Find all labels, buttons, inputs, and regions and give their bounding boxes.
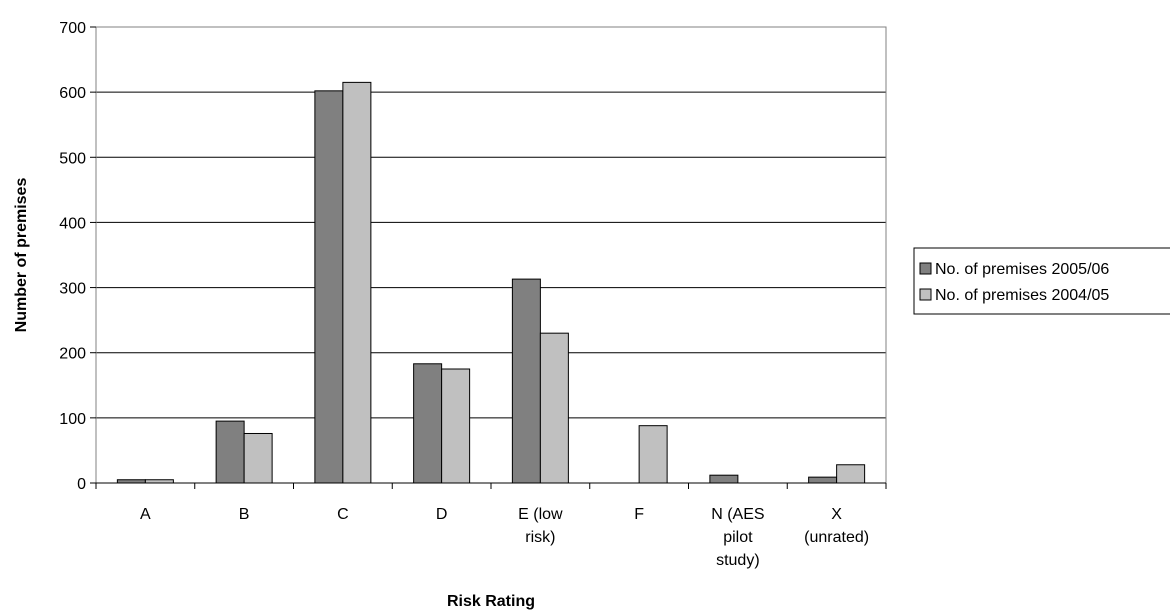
bar-series-1 <box>808 476 838 484</box>
bar-series-2 <box>638 425 668 484</box>
bar-series-2 <box>342 81 372 484</box>
x-axis-title: Risk Rating <box>447 593 535 610</box>
legend-label: No. of premises 2004/05 <box>935 287 1109 304</box>
x-tick-label: study) <box>716 552 760 569</box>
gridlines <box>96 91 886 419</box>
bar-series-2 <box>441 368 471 484</box>
y-tick-label: 400 <box>59 215 86 232</box>
bar-series-2 <box>836 464 866 484</box>
y-tick-label: 700 <box>59 20 86 37</box>
legend-swatch <box>919 288 932 301</box>
x-tick-label: A <box>140 506 151 523</box>
bar-series-2 <box>243 432 273 484</box>
plot-area <box>96 27 886 483</box>
x-tick-label: (unrated) <box>804 529 869 546</box>
y-tick-label: 600 <box>59 85 86 102</box>
y-tick-label: 500 <box>59 150 86 167</box>
y-tick-label: 100 <box>59 411 86 428</box>
x-tick-label: risk) <box>525 529 555 546</box>
x-tick-label: N (AES <box>711 506 764 523</box>
y-axis-title: Number of premises <box>13 178 30 333</box>
bar-series-1 <box>511 278 541 484</box>
legend: No. of premises 2005/06 No. of premises 2… <box>913 247 1170 315</box>
bar-series-1 <box>215 420 245 484</box>
bar-series-2 <box>539 332 569 484</box>
legend-box <box>913 247 1170 315</box>
y-tick-label: 200 <box>59 346 86 363</box>
x-tick-label: D <box>436 506 448 523</box>
y-axis: 0 100 200 300 400 500 600 700 <box>59 20 96 493</box>
bar-series-1 <box>709 474 739 484</box>
legend-swatch <box>919 262 932 275</box>
legend-label: No. of premises 2005/06 <box>935 261 1109 278</box>
x-tick-label: E (low <box>518 506 563 523</box>
x-tick-label: B <box>239 506 250 523</box>
x-tick-label: pilot <box>723 529 753 546</box>
bars <box>116 81 866 484</box>
bar-series-1 <box>314 90 344 484</box>
bar-series-1 <box>413 363 443 484</box>
x-axis: A B C D E (low risk) F N (AES pilot study) X (unrat… <box>95 482 887 569</box>
x-tick-label: C <box>337 506 349 523</box>
y-tick-label: 300 <box>59 281 86 298</box>
y-tick-label: 0 <box>77 476 86 493</box>
x-tick-label: F <box>634 506 644 523</box>
x-tick-label: X <box>831 506 842 523</box>
